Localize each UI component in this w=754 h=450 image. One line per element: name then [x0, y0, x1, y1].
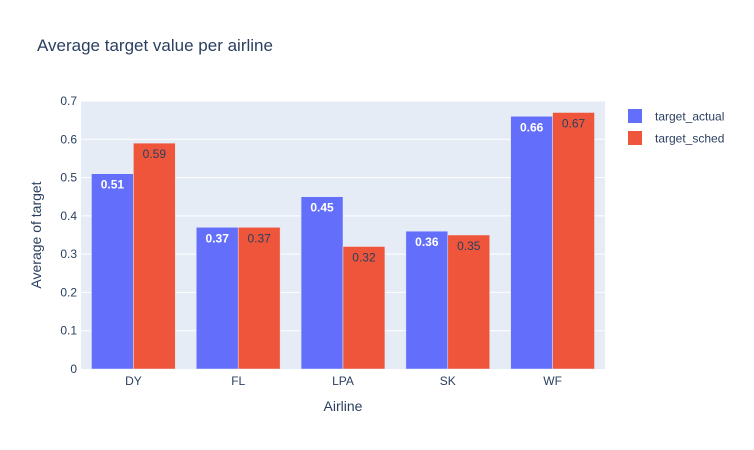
bar-value-label: 0.32 [352, 250, 376, 264]
y-tick-label: 0.4 [60, 209, 77, 223]
bar-labels: 0.51 0.59 0.37 0.37 0.45 0.32 0.36 0.35 0.66 0.67 [101, 116, 586, 264]
bar-target_actual-LPA[interactable] [300, 196, 344, 370]
bar-value-label: 0.36 [415, 235, 439, 249]
x-tick-label: DY [125, 374, 142, 388]
legend-swatch-target_sched[interactable] [628, 131, 642, 145]
x-tick-label: SK [440, 374, 456, 388]
bar-value-label: 0.37 [247, 231, 271, 245]
bar-value-label: 0.45 [310, 201, 334, 215]
bar-value-label: 0.37 [206, 231, 230, 245]
bar-target_actual-FL[interactable] [196, 227, 239, 370]
bar-target_sched-WF[interactable] [552, 112, 595, 370]
y-tick-label: 0.6 [60, 132, 77, 146]
bar-value-label: 0.51 [101, 178, 125, 192]
legend-label-target_sched[interactable]: target_sched [655, 132, 724, 146]
y-tick-label: 0 [70, 362, 77, 376]
y-tick-label: 0.5 [60, 171, 77, 185]
y-tick-label: 0.1 [60, 324, 77, 338]
x-axis-title: Airline [324, 398, 363, 414]
x-tick-label: LPA [332, 374, 354, 388]
bar-value-label: 0.59 [143, 147, 167, 161]
x-tick-label: WF [543, 374, 562, 388]
x-axis-ticks: DY FL LPA SK WF [125, 374, 562, 388]
legend-swatch-target_actual[interactable] [628, 109, 642, 123]
bar-target_sched-SK[interactable] [447, 234, 490, 370]
y-tick-label: 0.3 [60, 247, 77, 261]
x-tick-label: FL [231, 374, 245, 388]
legend-label-target_actual[interactable]: target_actual [655, 110, 724, 124]
legend[interactable]: target_actual target_sched [628, 109, 724, 146]
bar-target_sched-LPA[interactable] [342, 246, 386, 370]
y-tick-label: 0.7 [60, 94, 77, 108]
bar-target_sched-FL[interactable] [237, 227, 281, 370]
chart-title: Average target value per airline [37, 36, 273, 55]
bars [91, 112, 595, 370]
bar-target_actual-SK[interactable] [405, 230, 449, 370]
bar-target_actual-DY[interactable] [91, 173, 134, 370]
bar-value-label: 0.67 [562, 116, 586, 130]
y-axis-ticks: 0 0.1 0.2 0.3 0.4 0.5 0.6 0.7 [60, 94, 77, 376]
bar-value-label: 0.35 [457, 239, 481, 253]
bar-value-label: 0.66 [520, 120, 544, 134]
y-tick-label: 0.2 [60, 285, 77, 299]
bar-target_actual-WF[interactable] [510, 116, 553, 370]
bar-target_sched-DY[interactable] [133, 142, 176, 370]
y-axis-title: Average of target [28, 181, 44, 288]
